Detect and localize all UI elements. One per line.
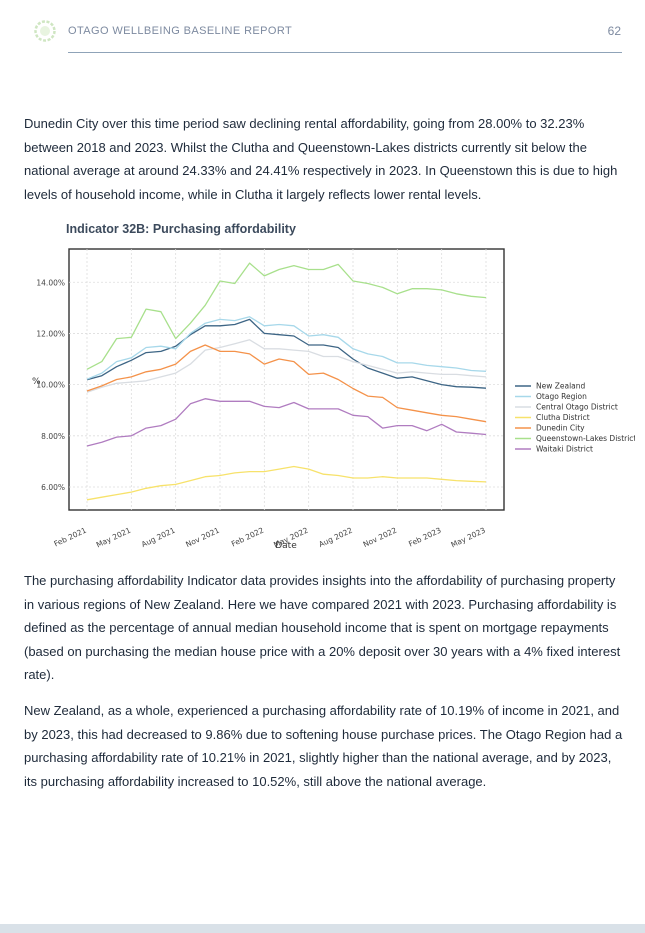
x-axis-label: Date — [275, 541, 297, 551]
chart-title: Indicator 32B: Purchasing affordability — [66, 222, 296, 236]
x-axis: Feb 2021 May 2021 Aug 2021 Nov 2021 Feb 2022… — [53, 526, 487, 550]
series-lines — [86, 262, 487, 501]
purchasing-affordability-chart: 6.00% 8.00% 10.00% 12.00% 14.00% Feb 2021 May… — [32, 248, 635, 551]
legend-label: New Zealand — [536, 382, 586, 391]
legend-label: Dunedin City — [536, 424, 585, 433]
report-logo-icon — [34, 20, 56, 42]
x-tick-label: Aug 2021 — [140, 526, 177, 550]
y-tick-label: 10.00% — [36, 381, 65, 390]
legend-label: Otago Region — [536, 392, 587, 401]
series-line-dunedin-city — [86, 344, 487, 423]
intro-paragraph: Dunedin City over this time period saw d… — [24, 116, 618, 202]
y-tick-label: 8.00% — [41, 432, 65, 441]
x-tick-label: Feb 2023 — [407, 526, 443, 549]
y-tick-label: 14.00% — [36, 278, 65, 287]
x-tick-label: Nov 2021 — [184, 526, 221, 550]
series-line-otago-region — [86, 316, 487, 380]
x-tick-label: Aug 2022 — [317, 526, 354, 550]
grid-lines — [69, 249, 504, 510]
legend-label: Waitaki District — [536, 445, 593, 454]
x-tick-label: Nov 2022 — [362, 526, 399, 550]
y-tick-label: 6.00% — [41, 483, 65, 492]
footer-band — [0, 924, 645, 933]
page-header: OTAGO WELLBEING BASELINE REPORT 62 — [0, 0, 645, 60]
x-tick-label: Feb 2021 — [53, 526, 89, 549]
body-paragraph-2: New Zealand, as a whole, experienced a p… — [24, 703, 623, 789]
x-tick-label: May 2023 — [450, 526, 488, 550]
series-line-clutha-district — [86, 465, 487, 501]
series-line-central-otago-district — [86, 339, 487, 393]
page-number: 62 — [607, 24, 621, 38]
series-line-waitaki-district — [86, 398, 487, 447]
plot-frame — [68, 248, 505, 511]
y-axis: 6.00% 8.00% 10.00% 12.00% 14.00% — [36, 278, 65, 492]
y-tick-label: 12.00% — [36, 329, 65, 338]
legend-label: Central Otago District — [536, 403, 618, 412]
series-line-queenstown-lakes-district — [86, 262, 487, 370]
y-axis-label: % — [32, 377, 41, 387]
x-tick-label: May 2021 — [95, 526, 133, 550]
legend-label: Clutha District — [536, 413, 590, 422]
body-paragraph-1: The purchasing affordability Indicator d… — [24, 573, 621, 682]
legend-label: Queenstown-Lakes District — [536, 434, 635, 443]
x-tick-label: Feb 2022 — [230, 526, 266, 549]
header-divider — [68, 52, 622, 53]
report-title: OTAGO WELLBEING BASELINE REPORT — [68, 25, 293, 37]
series-line-new-zealand — [86, 318, 487, 389]
